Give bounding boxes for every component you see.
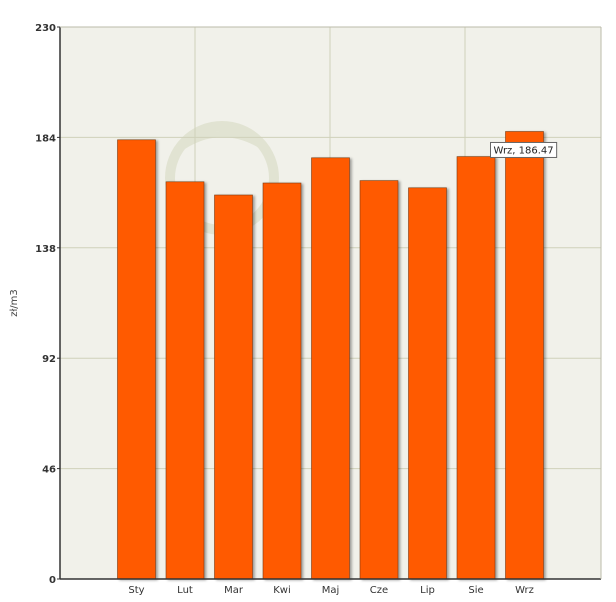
x-tick-label: Lut [177,585,193,596]
x-tick-label: Maj [322,585,340,596]
x-tick-label: Lip [420,585,435,596]
y-tick-label: 92 [42,354,56,365]
x-tick-label: Kwi [273,585,291,596]
bar-sie[interactable] [456,156,496,580]
y-tick-label: 230 [35,23,56,34]
x-tick-label: Mar [224,585,244,596]
axes [59,26,602,580]
x-tick-label: Wrz [515,585,534,596]
bar-wrz[interactable] [505,131,544,580]
bar-lip[interactable] [408,187,447,580]
y-tick-label: 138 [35,244,56,255]
x-tick-label: Sty [128,585,144,596]
y-tick-label: 46 [42,465,56,476]
bars [117,131,544,580]
y-tick-label: 0 [49,575,56,586]
bar-cze[interactable] [359,180,399,580]
bar-mar[interactable] [214,194,253,580]
x-tick-label: Sie [468,585,483,596]
y-tick-label: 184 [35,133,56,144]
bar-sty[interactable] [117,139,156,580]
y-axis-label: zł/m3 [9,289,20,317]
x-tick-label: Cze [370,585,388,596]
tooltip-text: Wrz, 186.47 [494,145,554,156]
tooltip-box [490,141,558,158]
bar-maj[interactable] [311,157,350,580]
y-tick-labels: 0 46 92 138 184 230 [35,23,60,586]
x-tick-labels: Sty Lut Mar Kwi Maj Cze Lip Sie Wrz [128,585,534,596]
bar-kwi[interactable] [262,182,302,580]
bar-lut[interactable] [165,181,205,580]
data-tooltip: Wrz, 186.47 [490,141,558,158]
